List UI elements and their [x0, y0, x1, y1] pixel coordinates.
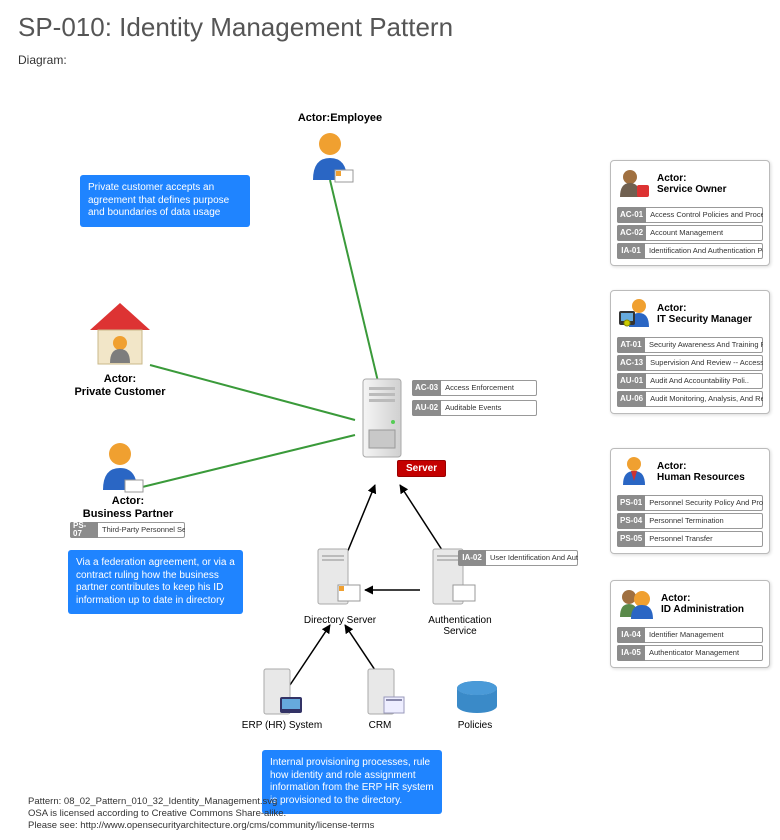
panel-1-chip-3: AU-06Audit Monitoring, Analysis, And Rep…: [617, 391, 763, 407]
panel-it-security: Actor: IT Security Manager AT-01Security…: [610, 290, 770, 414]
panel-3-title: Actor: ID Administration: [661, 593, 744, 616]
business-partner-icon: [95, 440, 145, 500]
server-chip-2: AU-02 Auditable Events: [412, 400, 537, 416]
house-icon: [80, 295, 160, 375]
server-chip-1: AC-03 Access Enforcement: [412, 380, 537, 396]
auth-chip-desc: User Identification And Authentication: [486, 550, 578, 566]
footer: Pattern: 08_02_Pattern_010_32_Identity_M…: [28, 796, 374, 832]
directory-server-label: Directory Server: [290, 615, 390, 626]
footer-line-2: OSA is licensed according to Creative Co…: [28, 808, 374, 820]
server-chip-2-code: AU-02: [412, 400, 441, 416]
panel-2-chip-2: PS-05Personnel Transfer: [617, 531, 763, 547]
footer-line-1: Pattern: 08_02_Pattern_010_32_Identity_M…: [28, 796, 374, 808]
panel-1-chip-0: AT-01Security Awareness And Training Pol…: [617, 337, 763, 353]
crm-icon: [362, 665, 412, 725]
panel-3-chip-0: IA-04Identifier Management: [617, 627, 763, 643]
employee-icon: [305, 130, 355, 190]
auth-service-label: Authentication Service: [410, 615, 510, 637]
panel-2-chip-1: PS-04Personnel Termination: [617, 513, 763, 529]
bp-chip-code: PS-07: [70, 522, 98, 538]
panel-service-owner: Actor: Service Owner AC-01Access Control…: [610, 160, 770, 266]
private-customer-label: Actor: Private Customer: [60, 373, 180, 398]
auth-chip-code: IA-02: [458, 550, 486, 566]
employee-label: Actor:Employee: [280, 112, 400, 125]
hr-icon: [617, 455, 651, 489]
itsec-icon: [617, 297, 651, 331]
panel-1-chip-2: AU-01Audit And Accountability Poli..: [617, 373, 763, 389]
panel-0-chip-1: AC-02Account Management: [617, 225, 763, 241]
server-badge: Server: [397, 460, 446, 477]
business-partner-label: Actor: Business Partner: [68, 495, 188, 520]
idadmin-icon: [617, 587, 655, 621]
panel-hr: Actor: Human Resources PS-01Personnel Se…: [610, 448, 770, 554]
diagram-label: Diagram:: [0, 47, 780, 67]
diagram-canvas: Actor:Employee Actor: Private Customer A…: [0, 70, 780, 840]
panel-2-title: Actor: Human Resources: [657, 461, 745, 484]
panel-0-chip-2: IA-01Identification And Authentication P…: [617, 243, 763, 259]
panel-0-chip-0: AC-01Access Control Policies and Proced.…: [617, 207, 763, 223]
crm-label: CRM: [350, 720, 410, 731]
panel-2-chip-0: PS-01Personnel Security Policy And Proce…: [617, 495, 763, 511]
callout-business-partner: Via a federation agreement, or via a con…: [68, 550, 243, 614]
panel-0-title: Actor: Service Owner: [657, 173, 726, 196]
server-chip-2-desc: Auditable Events: [441, 400, 505, 416]
policies-label: Policies: [440, 720, 510, 731]
bp-chip: PS-07 Third-Party Personnel Security: [70, 522, 185, 538]
callout-private-customer: Private customer accepts an agreement th…: [80, 175, 250, 227]
bp-chip-desc: Third-Party Personnel Security: [98, 522, 185, 538]
server-chip-1-desc: Access Enforcement: [441, 380, 518, 396]
server-chip-1-code: AC-03: [412, 380, 441, 396]
erp-label: ERP (HR) System: [232, 720, 332, 731]
page-title: SP-010: Identity Management Pattern: [0, 0, 780, 47]
panel-1-chip-1: AC-13Supervision And Review -- Access Co…: [617, 355, 763, 371]
owner-icon: [617, 167, 651, 201]
panel-1-title: Actor: IT Security Manager: [657, 303, 752, 326]
panel-3-chip-1: IA-05Authenticator Management: [617, 645, 763, 661]
policies-icon: [452, 678, 502, 723]
footer-line-3: Please see: http://www.opensecurityarchi…: [28, 820, 374, 832]
erp-icon: [258, 665, 308, 725]
directory-server-icon: [310, 545, 365, 620]
auth-chip: IA-02 User Identification And Authentica…: [458, 550, 578, 566]
panel-id-admin: Actor: ID Administration IA-04Identifier…: [610, 580, 770, 668]
